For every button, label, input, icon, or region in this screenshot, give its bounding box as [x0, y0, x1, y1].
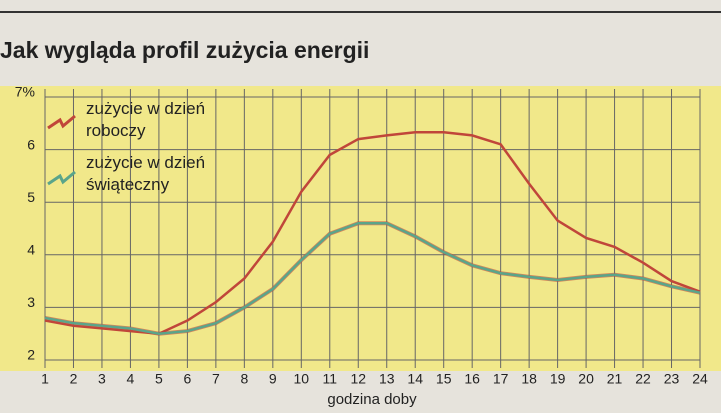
- x-tick-label: 3: [98, 371, 106, 387]
- legend-icon: [47, 114, 76, 130]
- legend-label: zużycie w dzień świąteczny: [86, 153, 206, 194]
- x-tick-label: 15: [436, 371, 452, 387]
- x-tick-label: 17: [493, 371, 509, 387]
- legend-label: zużycie w dzień roboczy: [86, 99, 206, 140]
- legend-icon: [47, 170, 76, 186]
- x-tick-label: 6: [183, 371, 191, 387]
- x-tick-label: 23: [664, 371, 680, 387]
- x-tick-label: 5: [155, 371, 163, 387]
- x-tick-label: 16: [464, 371, 480, 387]
- y-tick-label: 7%: [15, 84, 35, 100]
- y-tick-label: 3: [27, 294, 35, 310]
- line: [44, 221, 701, 335]
- y-tick-label: 6: [27, 136, 35, 152]
- plot-background: [0, 86, 721, 371]
- chart-title: Jak wygląda profil zużycia energii: [0, 37, 369, 63]
- x-tick-label: 19: [550, 371, 566, 387]
- x-tick-label: 21: [607, 371, 623, 387]
- x-tick-label: 11: [323, 371, 338, 387]
- x-tick-label: 10: [294, 371, 310, 387]
- y-tick-label: 5: [27, 189, 35, 205]
- x-tick-label: 9: [269, 371, 277, 387]
- x-tick-label: 20: [578, 371, 594, 387]
- x-tick-label: 13: [379, 371, 395, 387]
- x-tick-label: 1: [41, 371, 49, 387]
- x-tick-label: 18: [521, 371, 537, 387]
- x-tick-label: 2: [70, 371, 78, 387]
- x-tick-label: 4: [127, 371, 135, 387]
- x-tick-label: 7: [212, 371, 220, 387]
- x-tick-label: 22: [635, 371, 651, 387]
- x-tick-label: 12: [350, 371, 366, 387]
- y-tick-label: 2: [27, 347, 35, 363]
- x-axis-label: godzina doby: [327, 391, 417, 408]
- x-tick-label: 8: [240, 371, 248, 387]
- x-tick-label: 14: [407, 371, 423, 387]
- x-tick-label: 24: [692, 371, 708, 387]
- y-tick-label: 4: [27, 242, 35, 258]
